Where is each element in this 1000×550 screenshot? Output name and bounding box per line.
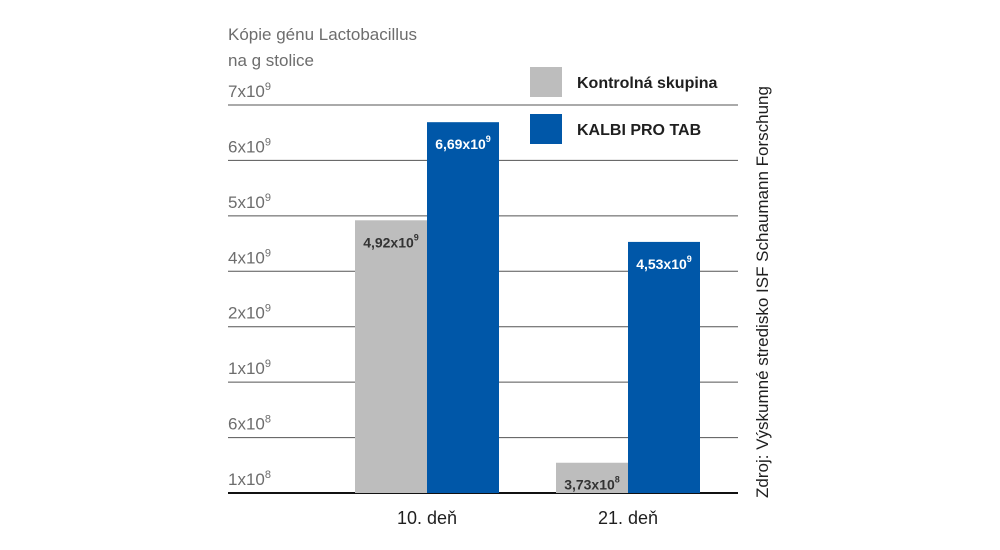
- bar: [628, 241, 700, 493]
- legend-swatch: [530, 67, 562, 97]
- bar-value-label: 4,92x109: [363, 232, 419, 250]
- bar-value-label: 4,53x109: [636, 254, 692, 272]
- x-category-label: 10. deň: [397, 508, 457, 528]
- legend: Kontrolná skupina KALBI PRO TAB: [530, 67, 718, 144]
- y-tick-label: 6x109: [228, 136, 271, 156]
- x-category-label: 21. deň: [598, 508, 658, 528]
- bar: [556, 462, 628, 493]
- bar: [355, 220, 427, 493]
- legend-label: Kontrolná skupina: [577, 75, 718, 92]
- bar-value-label: 6,69x109: [435, 134, 491, 152]
- y-tick-label: 2x109: [228, 303, 271, 323]
- category-labels: 10. deň 21. deň: [397, 508, 658, 528]
- bar: [427, 122, 499, 493]
- y-tick-label: 1x108: [228, 469, 271, 489]
- legend-swatch: [530, 114, 562, 144]
- y-axis-title-line-1: Kópie génu Lactobacillus: [228, 25, 417, 44]
- y-axis-title-line-2: na g stolice: [228, 51, 314, 70]
- y-tick-label: 5x109: [228, 192, 271, 212]
- value-labels: 4,92x109 3,73x108 6,69x109 4,53x109: [363, 134, 692, 493]
- legend-label: KALBI PRO TAB: [577, 122, 701, 139]
- bar-layer: [355, 122, 700, 493]
- y-tick-label: 1x109: [228, 358, 271, 378]
- y-tick-label: 4x109: [228, 247, 271, 267]
- source-note: Zdroj: Výskumné stredisko ISF Schaumann …: [753, 86, 772, 498]
- y-tick-label: 7x109: [228, 81, 271, 101]
- bar-value-label: 3,73x108: [564, 475, 620, 493]
- y-tick-label: 6x108: [228, 414, 271, 434]
- y-tick-labels: 1x108 6x108 1x109 2x109 4x109 5x109 6x109 7x109: [228, 81, 271, 489]
